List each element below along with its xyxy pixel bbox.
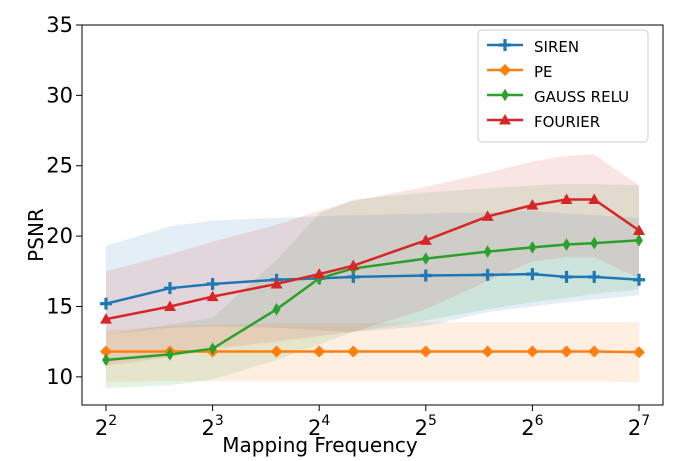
x-tick-base: 2: [308, 416, 321, 440]
gauss-relu-point: [590, 236, 599, 250]
x-tick-base: 2: [95, 416, 108, 440]
legend: SIREN PE GAUSS RELU FOURIER: [477, 29, 649, 143]
pe-point: [347, 345, 360, 358]
pe-point: [419, 345, 432, 358]
x-tick-exponent: 5: [428, 413, 437, 429]
x-tick-exponent: 3: [215, 413, 224, 429]
gauss-relu-point: [483, 245, 492, 258]
x-tick-label: 27: [628, 413, 650, 440]
legend-marker: [499, 39, 511, 51]
gauss-relu-point: [208, 342, 217, 356]
siren-point: [526, 268, 539, 281]
fourier-line: [105, 198, 640, 321]
siren-point: [163, 282, 176, 295]
x-tick-label: 26: [521, 413, 543, 440]
y-tick-label: 30: [46, 83, 73, 107]
pe-point: [313, 345, 326, 358]
x-tick-base: 2: [628, 416, 641, 440]
x-axis-ticks: 22 23 24 25 26 27: [95, 405, 650, 440]
pe-point: [270, 345, 283, 358]
y-tick-label: 35: [46, 13, 73, 37]
legend-swatch-pe: [487, 64, 523, 76]
y-tick-label: 15: [46, 294, 73, 318]
siren-point: [100, 297, 112, 310]
legend-marker: [501, 88, 509, 102]
pe-point: [481, 345, 494, 358]
gauss-relu-point: [166, 348, 174, 361]
y-axis-ticks: 10 15 20 25 30 35: [46, 13, 82, 389]
pe-point: [560, 345, 573, 358]
x-tick-label: 24: [308, 413, 330, 440]
legend-swatch-fourier: [487, 114, 523, 125]
legend-marker: [499, 64, 511, 76]
gauss-relu-point: [272, 302, 281, 316]
x-tick-exponent: 7: [641, 413, 650, 429]
pe-point: [100, 345, 112, 358]
fourier-point: [206, 290, 219, 302]
gauss-relu-band: [106, 184, 639, 389]
fourier-point: [313, 268, 326, 279]
x-tick-exponent: 2: [108, 413, 117, 429]
siren-point: [588, 270, 601, 283]
x-tick-label: 22: [95, 413, 117, 440]
fourier-point: [347, 259, 360, 271]
gauss-relu-point: [635, 234, 643, 247]
siren-point: [481, 268, 494, 281]
fourier-point: [560, 193, 573, 205]
gauss-relu-line: [105, 239, 640, 362]
pe-point: [588, 345, 601, 358]
legend-swatch-siren: [487, 39, 523, 51]
legend-entry-pe: PE: [487, 63, 553, 81]
siren-point: [206, 277, 219, 290]
siren-point: [560, 270, 573, 283]
gauss-relu-point: [421, 252, 430, 265]
fourier-point: [163, 300, 176, 311]
legend-label-siren: SIREN: [534, 38, 579, 56]
legend-box: [477, 29, 649, 143]
legend-entry-fourier: FOURIER: [487, 113, 600, 131]
y-tick-label: 20: [46, 224, 73, 248]
fourier-point: [526, 199, 539, 210]
fourier-point: [270, 277, 283, 289]
fourier-point: [588, 193, 601, 205]
legend-label-gauss-relu: GAUSS RELU: [534, 88, 629, 106]
x-tick-base: 2: [201, 416, 214, 440]
x-tick-exponent: 6: [535, 413, 544, 429]
fourier-point: [100, 313, 112, 324]
gauss-relu-point: [528, 241, 537, 254]
legend-entry-siren: SIREN: [487, 38, 579, 56]
legend-entry-gauss-relu: GAUSS RELU: [487, 88, 629, 106]
gauss-relu-point: [102, 353, 110, 367]
legend-label-fourier: FOURIER: [534, 113, 600, 131]
x-tick-label: 25: [415, 413, 437, 440]
siren-band: [106, 210, 639, 335]
y-tick-label: 10: [46, 365, 73, 389]
legend-swatch-gauss-relu: [487, 88, 523, 102]
gauss-relu-point: [562, 238, 571, 251]
plot-frame: [81, 24, 664, 406]
series-markers: [100, 193, 645, 367]
legend-marker: [499, 114, 511, 125]
y-axis-title: PSNR: [24, 208, 48, 262]
x-axis-title: Mapping Frequency: [222, 433, 418, 457]
legend-label-pe: PE: [534, 63, 553, 81]
siren-point: [633, 273, 645, 286]
pe-point: [526, 345, 539, 358]
x-tick-exponent: 4: [321, 413, 330, 429]
x-tick-base: 2: [521, 416, 534, 440]
siren-point: [419, 269, 432, 282]
x-tick-base: 2: [415, 416, 428, 440]
fourier-point: [633, 224, 645, 235]
fourier-point: [481, 210, 494, 221]
pe-point: [633, 346, 645, 359]
x-tick-label: 23: [201, 413, 223, 440]
y-tick-label: 25: [46, 154, 73, 178]
fourier-point: [419, 234, 432, 245]
